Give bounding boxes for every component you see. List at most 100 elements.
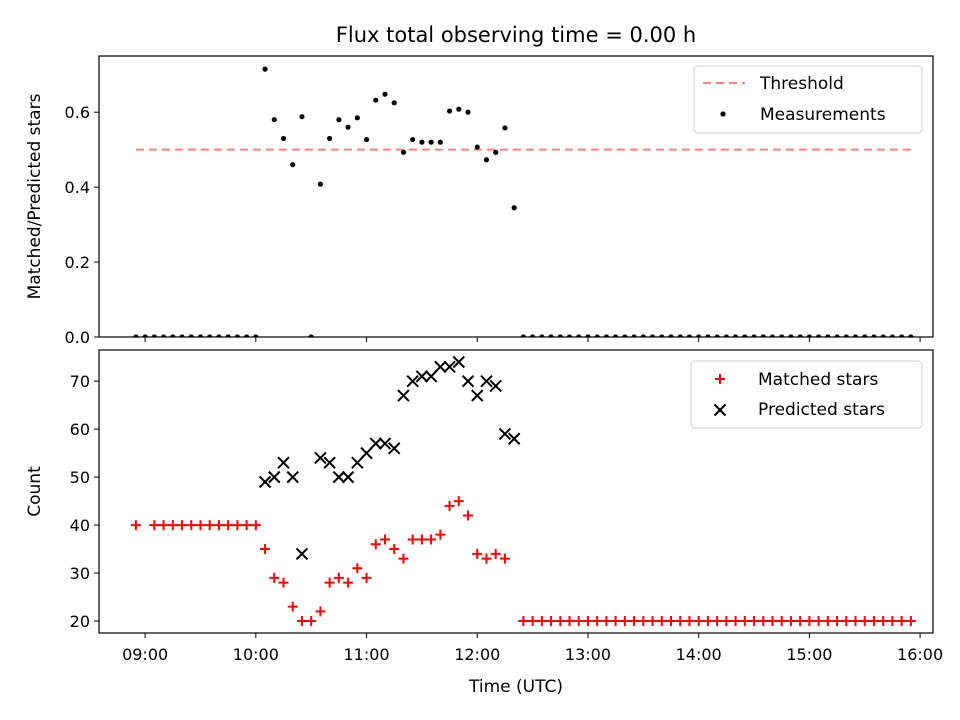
matched-star-point xyxy=(721,616,732,627)
measurement-point xyxy=(723,334,729,337)
legend: Threshold Measurements xyxy=(693,65,923,134)
y-tick-label: 40 xyxy=(70,516,90,535)
predicted-star-point xyxy=(397,389,410,402)
measurement-point xyxy=(834,334,840,337)
x-tick-label: 09:00 xyxy=(122,645,168,664)
matched-star-point xyxy=(435,529,446,540)
matched-star-point xyxy=(665,616,676,627)
matched-star-point xyxy=(204,520,215,531)
predicted-star-point xyxy=(388,442,401,455)
matched-star-point xyxy=(887,616,898,627)
matched-star-point xyxy=(149,520,160,531)
measurement-point xyxy=(474,144,480,150)
measurement-point xyxy=(271,117,277,123)
measurement-point xyxy=(769,334,776,337)
measurement-point xyxy=(207,334,213,337)
x-tick-label: 15:00 xyxy=(786,645,832,664)
measurement-point xyxy=(446,108,453,114)
predicted-star-point xyxy=(443,360,456,373)
predicted-star-point xyxy=(360,446,373,460)
predicted-star-point xyxy=(258,475,272,489)
measurement-point xyxy=(566,334,573,337)
predicted-star-point xyxy=(341,470,355,484)
measurement-point xyxy=(336,117,342,123)
measurement-point xyxy=(502,125,508,131)
matched-star-point xyxy=(868,616,879,627)
matched-star-point xyxy=(850,616,861,627)
plot-area xyxy=(130,355,916,627)
legend-measurement-swatch xyxy=(720,111,726,117)
matched-star-point xyxy=(260,544,271,555)
matched-star-point xyxy=(250,520,261,531)
matched-star-point xyxy=(684,616,695,627)
predicted-star-point xyxy=(295,547,309,561)
legend-matched-label: Matched stars xyxy=(758,370,878,390)
ratio-panel: 0.0 0.2 0.4 0.6 Matched/Predicted stars Thres… xyxy=(25,55,934,347)
matched-star-point xyxy=(232,520,243,531)
predicted-star-point xyxy=(424,370,438,383)
measurement-point xyxy=(234,334,240,337)
predicted-star-point xyxy=(461,374,475,388)
measurement-point xyxy=(603,334,610,337)
measurement-point xyxy=(889,334,896,337)
matched-star-point xyxy=(629,616,640,627)
measurement-point xyxy=(696,334,702,337)
predicted-star-point xyxy=(286,470,299,484)
matched-star-point xyxy=(841,616,852,627)
matched-star-point xyxy=(878,616,889,627)
x-tick-label: 14:00 xyxy=(676,645,722,664)
measurement-point xyxy=(382,91,388,97)
matched-star-point xyxy=(564,616,575,627)
measurement-point xyxy=(160,334,167,337)
matched-star-point xyxy=(444,500,455,511)
matched-star-point xyxy=(361,572,372,583)
measurement-point xyxy=(613,334,619,337)
predicted-star-point xyxy=(378,437,392,450)
matched-star-point xyxy=(536,616,547,627)
predicted-star-point xyxy=(434,360,447,373)
measurement-point xyxy=(816,334,822,337)
matched-star-point xyxy=(601,616,612,627)
predicted-star-point xyxy=(507,432,521,445)
measurement-point xyxy=(345,124,351,130)
matched-star-point xyxy=(352,563,363,574)
y-tick-label: 60 xyxy=(70,420,90,439)
measurement-point xyxy=(714,334,720,337)
predicted-star-point xyxy=(332,470,346,484)
matched-star-point xyxy=(832,616,843,627)
measurement-point xyxy=(493,149,499,155)
measurement-point xyxy=(548,334,554,337)
legend-measurement-label: Measurements xyxy=(760,105,886,125)
predicted-star-point xyxy=(314,451,327,465)
matched-star-point xyxy=(490,548,501,559)
matched-star-point xyxy=(739,616,750,627)
measurement-point xyxy=(659,334,665,337)
y-tick-label: 0.2 xyxy=(65,253,90,272)
matched-star-point xyxy=(269,572,280,583)
legend-predicted-label: Predicted stars xyxy=(758,400,885,420)
matched-star-point xyxy=(693,616,704,627)
matched-star-point xyxy=(416,534,427,545)
matched-star-point xyxy=(130,520,141,531)
measurement-point xyxy=(262,66,268,72)
matched-star-point xyxy=(389,544,400,555)
matched-star-point xyxy=(859,616,870,627)
matched-star-point xyxy=(278,577,289,588)
matched-star-point xyxy=(296,616,307,627)
measurement-point xyxy=(779,334,785,337)
measurement-point xyxy=(732,334,739,337)
measurement-point xyxy=(308,334,314,337)
matched-star-point xyxy=(472,548,483,559)
measurement-point xyxy=(410,136,416,143)
measurement-point xyxy=(797,334,803,337)
matched-star-point xyxy=(407,534,418,545)
matched-star-point xyxy=(656,616,667,627)
measurement-point xyxy=(852,334,859,337)
matched-star-point xyxy=(195,520,206,531)
matched-star-point xyxy=(167,520,178,531)
measurement-point xyxy=(520,334,526,337)
matched-star-point xyxy=(749,616,760,627)
measurement-point xyxy=(317,181,324,187)
legend: Matched stars Predicted stars xyxy=(690,360,923,429)
